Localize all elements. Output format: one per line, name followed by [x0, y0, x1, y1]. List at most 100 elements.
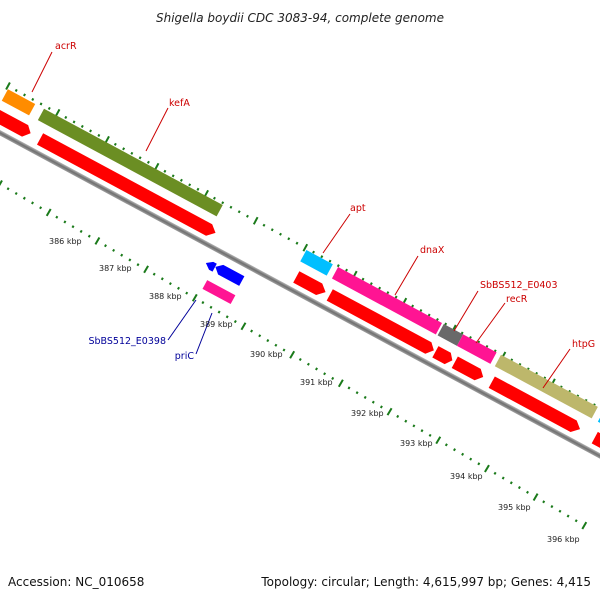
cds-arrow[interactable] — [326, 289, 437, 356]
scale-label: 392 kbp — [351, 409, 384, 418]
minor-tick — [444, 443, 448, 447]
major-tick — [143, 265, 149, 274]
gene-priC-small-arrow[interactable] — [204, 259, 217, 272]
minor-tick — [428, 433, 432, 437]
gene-htpG[interactable] — [494, 354, 598, 419]
cds-arrow[interactable] — [293, 271, 328, 298]
leader-htpG — [542, 348, 571, 389]
major-tick — [240, 322, 247, 331]
minor-tick — [287, 237, 291, 241]
minor-tick — [501, 476, 505, 480]
gene-acrR[interactable] — [1, 89, 36, 116]
minor-tick — [14, 191, 18, 196]
minor-tick — [412, 424, 416, 428]
major-tick — [337, 379, 344, 388]
label-dnaX[interactable]: dnaX — [420, 245, 445, 256]
scale-label: 395 kbp — [498, 503, 531, 512]
label-priC[interactable]: priC — [175, 351, 195, 362]
minor-tick — [160, 277, 164, 281]
minor-tick — [55, 215, 59, 219]
minor-tick — [112, 248, 116, 252]
leader-priC — [195, 312, 213, 355]
minor-tick — [72, 120, 76, 124]
cds-arrow[interactable] — [36, 133, 218, 239]
label-recR[interactable]: recR — [506, 294, 528, 305]
label-SbBS512_E0403[interactable]: SbBS512_E0403 — [480, 280, 558, 291]
minor-tick — [171, 174, 175, 178]
minor-tick — [266, 339, 270, 343]
minor-tick — [270, 228, 274, 232]
gene-kefA[interactable] — [37, 108, 223, 217]
minor-tick — [323, 372, 327, 376]
minor-tick — [87, 234, 91, 238]
minor-tick — [509, 481, 513, 485]
scale-label: 393 kbp — [400, 439, 433, 448]
label-SbBS512_E0398[interactable]: SbBS512_E0398 — [88, 336, 166, 347]
minor-tick — [138, 156, 142, 160]
gene-SbBS512_E0398[interactable] — [202, 280, 236, 305]
minor-tick — [39, 102, 43, 106]
gene-dnaX[interactable] — [331, 267, 442, 335]
major-tick — [302, 243, 309, 252]
minor-tick — [237, 210, 241, 214]
minor-tick — [345, 268, 348, 272]
minor-tick — [315, 367, 318, 371]
minor-tick — [14, 88, 18, 92]
minor-tick — [526, 490, 529, 494]
scale-label: 387 kbp — [99, 264, 132, 273]
minor-tick — [246, 214, 249, 218]
minor-tick — [355, 391, 359, 395]
minor-tick — [89, 129, 92, 133]
major-tick — [386, 407, 393, 416]
minor-tick — [336, 264, 340, 268]
leader-acrR — [31, 51, 53, 93]
minor-tick — [79, 229, 83, 234]
minor-tick — [104, 244, 107, 248]
minor-tick — [146, 160, 150, 164]
label-acrR[interactable]: acrR — [55, 41, 77, 52]
leader-recR — [475, 302, 506, 344]
major-tick — [581, 521, 588, 530]
gene-SbBS512_E0403[interactable] — [437, 323, 464, 346]
gene-recR[interactable] — [456, 334, 497, 364]
minor-tick — [517, 486, 521, 490]
label-htpG[interactable]: htpG — [572, 339, 595, 350]
scale-label: 396 kbp — [547, 535, 580, 544]
map-title: Shigella boydii CDC 3083-94, complete ge… — [156, 11, 444, 25]
minor-tick — [188, 183, 192, 187]
minor-tick — [130, 151, 134, 155]
leader-SbBS512_E0403 — [453, 290, 479, 332]
minor-tick — [493, 471, 497, 475]
minor-tick — [461, 452, 465, 456]
major-tick — [94, 236, 101, 245]
gene-priC[interactable] — [213, 262, 245, 286]
gene-apt[interactable] — [300, 249, 333, 276]
cds-arrow[interactable] — [451, 356, 486, 384]
major-tick — [5, 82, 11, 90]
minor-tick — [250, 329, 254, 333]
label-kefA[interactable]: kefA — [169, 98, 190, 109]
leader-kefA — [145, 107, 169, 152]
minor-tick — [566, 514, 570, 518]
label-apt[interactable]: apt — [350, 203, 366, 214]
major-tick — [191, 293, 198, 302]
minor-tick — [394, 295, 398, 299]
minor-tick — [363, 395, 367, 399]
minor-tick — [279, 232, 282, 236]
cds-arrow[interactable] — [432, 346, 455, 366]
minor-tick — [361, 277, 365, 281]
minor-tick — [369, 282, 373, 286]
minor-tick — [419, 309, 423, 313]
minor-tick — [225, 315, 229, 319]
minor-tick — [427, 313, 431, 317]
minor-tick — [574, 519, 578, 523]
minor-tick — [39, 206, 43, 210]
genome-summary-text: Topology: circular; Length: 4,615,997 bp… — [260, 575, 591, 589]
minor-tick — [179, 178, 183, 182]
tick-track-inner — [0, 180, 588, 530]
minor-tick — [331, 376, 335, 380]
cds-arrow[interactable] — [0, 110, 33, 139]
major-tick — [484, 464, 490, 473]
cds-arrow[interactable] — [488, 376, 583, 435]
